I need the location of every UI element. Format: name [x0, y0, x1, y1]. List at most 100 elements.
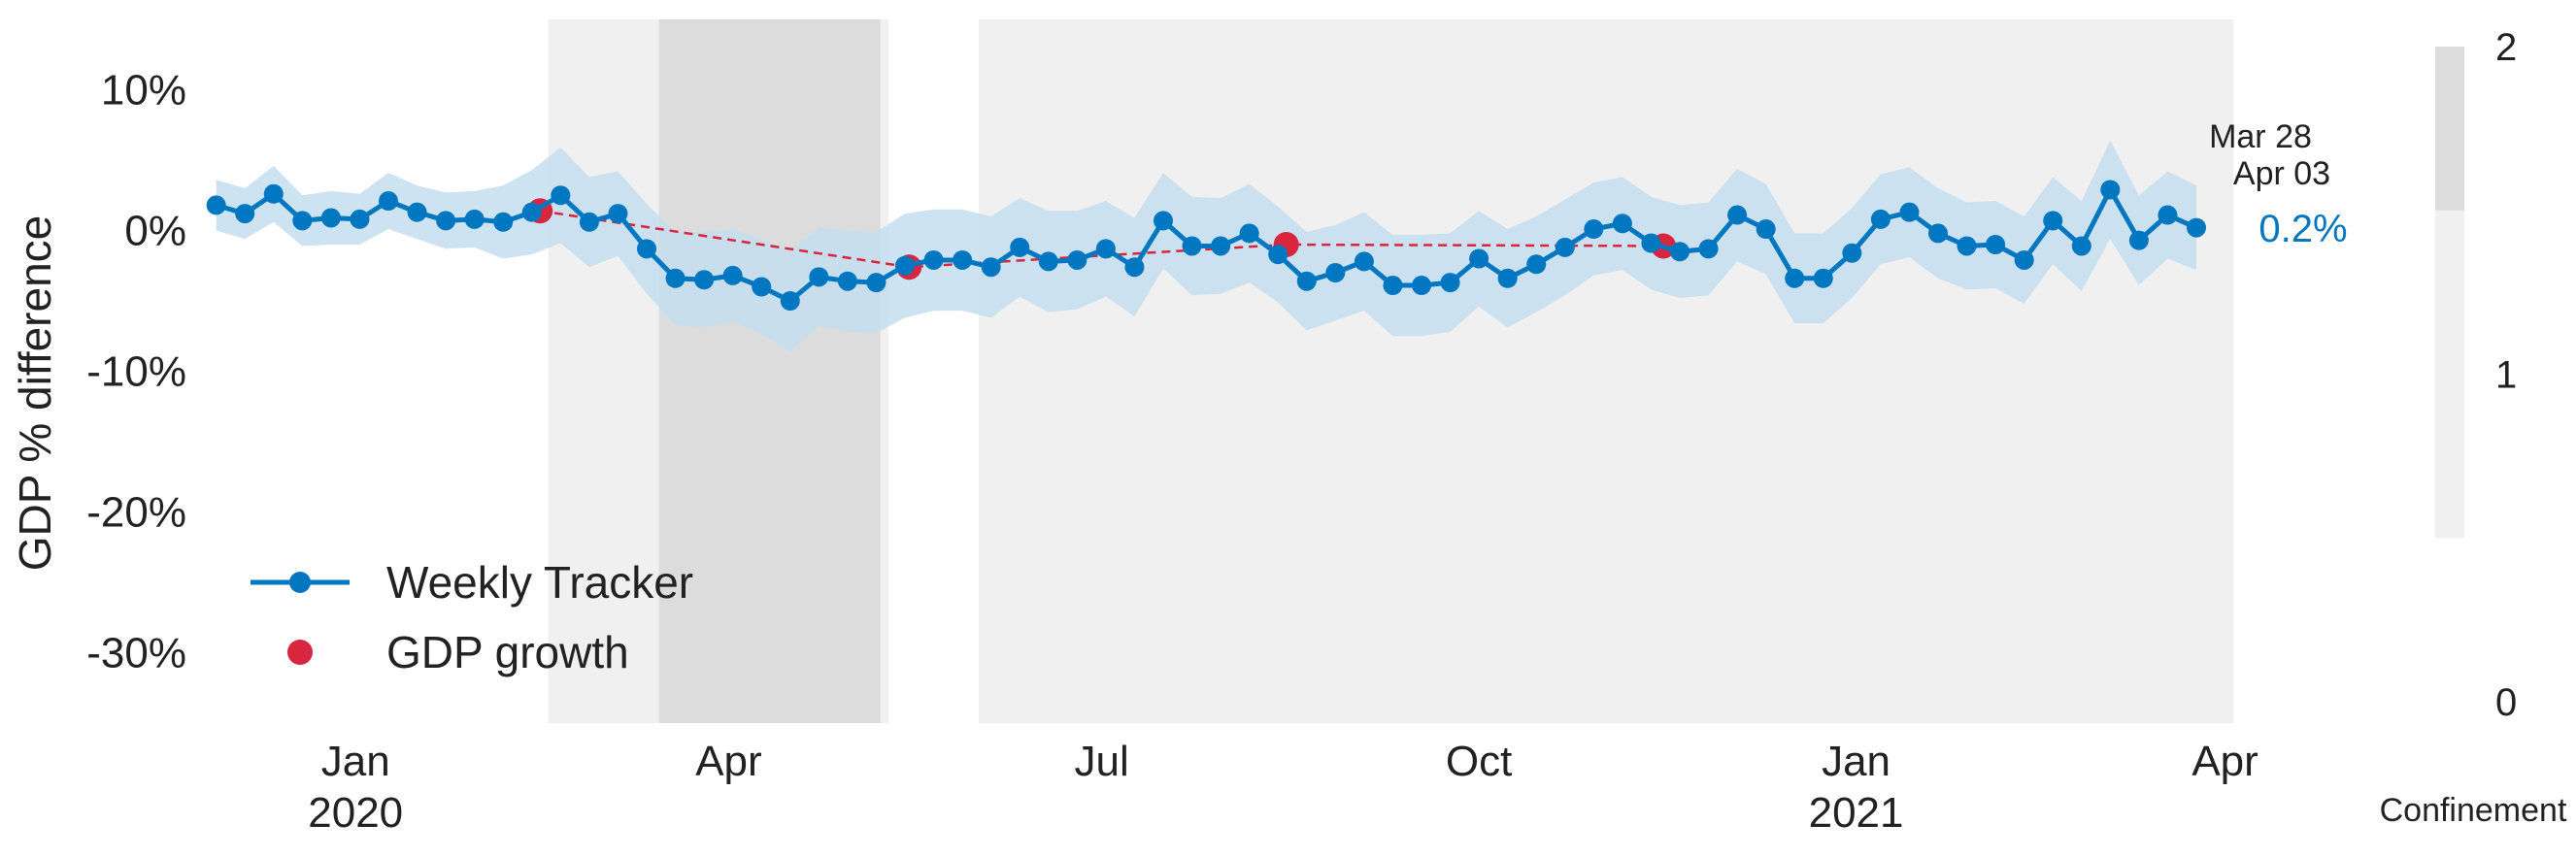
x-tick-label: Oct — [1446, 738, 1512, 785]
tracker-point-34 — [1154, 211, 1173, 231]
tracker-point-56 — [1785, 268, 1805, 288]
x-tick-label: Jan — [321, 738, 390, 785]
confinement-scale-tick: 0 — [2495, 681, 2517, 724]
tracker-point-13 — [551, 185, 571, 206]
tracker-point-37 — [1239, 223, 1259, 244]
legend: Weekly Tracker GDP growth — [251, 557, 693, 677]
y-tick-label: -10% — [86, 348, 186, 396]
y-tick-label: 10% — [101, 67, 186, 115]
tracker-point-15 — [608, 204, 628, 224]
y-axis-label: GDP % difference — [10, 215, 60, 572]
y-tick-label: -30% — [86, 630, 186, 677]
tracker-point-66 — [2071, 236, 2091, 256]
tracker-point-51 — [1641, 233, 1661, 253]
weekly-tracker-series — [206, 180, 2206, 311]
tracker-point-5 — [320, 208, 341, 228]
tracker-point-58 — [1842, 243, 1862, 263]
tracker-point-9 — [436, 211, 456, 231]
tracker-point-69 — [2158, 205, 2178, 225]
tracker-point-24 — [866, 273, 887, 293]
tracker-point-23 — [837, 271, 857, 291]
date-annotation-line2: Apr 03 — [2233, 155, 2330, 192]
tracker-point-62 — [1957, 236, 1977, 256]
x-tick-label: Jan — [1822, 738, 1890, 785]
tracker-point-25 — [895, 255, 915, 276]
tracker-point-10 — [464, 209, 485, 229]
tracker-point-64 — [2014, 249, 2034, 270]
tracker-point-48 — [1555, 237, 1575, 257]
x-tick-label: Apr — [695, 738, 761, 785]
tracker-point-59 — [1870, 209, 1890, 229]
tracker-point-42 — [1383, 276, 1403, 296]
tracker-point-32 — [1095, 239, 1116, 259]
tracker-point-21 — [780, 291, 800, 311]
tracker-point-61 — [1928, 223, 1948, 244]
tracker-point-30 — [1038, 251, 1058, 272]
confinement-label: Confinement — [2380, 792, 2567, 829]
tracker-point-18 — [694, 270, 715, 290]
legend-tracker-label: Weekly Tracker — [386, 557, 693, 608]
tracker-point-54 — [1727, 205, 1748, 225]
tracker-point-2 — [235, 204, 255, 224]
tracker-point-3 — [263, 183, 284, 204]
y-tick-label: 0% — [124, 208, 186, 255]
tracker-point-7 — [379, 191, 398, 212]
tracker-point-36 — [1211, 236, 1231, 256]
tracker-point-63 — [1986, 235, 2006, 254]
tracker-point-33 — [1124, 257, 1145, 278]
tracker-point-4 — [292, 211, 313, 231]
tracker-point-41 — [1354, 251, 1374, 272]
tracker-point-38 — [1268, 245, 1288, 265]
tracker-point-53 — [1698, 239, 1719, 259]
confinement-period-3 — [979, 19, 2233, 723]
tracker-point-26 — [923, 249, 944, 270]
tracker-point-44 — [1440, 273, 1460, 293]
tracker-point-47 — [1526, 254, 1547, 275]
date-annotation-line1: Mar 28 — [2209, 118, 2312, 155]
latest-value-label: 0.2% — [2258, 208, 2347, 250]
tracker-point-60 — [1899, 202, 1920, 222]
tracker-point-17 — [665, 268, 686, 288]
confinement-scale: 2 1 0 — [2435, 26, 2517, 724]
tracker-point-50 — [1612, 214, 1632, 234]
legend-gdp-marker — [287, 640, 313, 665]
tracker-point-22 — [809, 267, 829, 287]
tracker-point-8 — [407, 202, 427, 222]
confinement-shading — [548, 19, 2233, 723]
tracker-point-16 — [637, 239, 656, 259]
x-tick-year: 2021 — [1809, 789, 1904, 837]
tracker-point-43 — [1412, 276, 1431, 296]
y-tick-label: -20% — [86, 489, 186, 537]
tracker-point-57 — [1813, 268, 1833, 288]
tracker-point-65 — [2043, 211, 2063, 231]
legend-tracker-marker — [289, 572, 311, 593]
tracker-point-46 — [1497, 268, 1518, 288]
gdp-growth-line — [540, 209, 1664, 269]
tracker-point-27 — [953, 249, 973, 270]
tracker-point-14 — [579, 212, 599, 232]
tracker-point-1 — [206, 195, 226, 215]
legend-gdp-label: GDP growth — [386, 627, 629, 677]
x-tick-year: 2020 — [308, 789, 403, 837]
tracker-point-20 — [752, 277, 772, 297]
tracker-point-39 — [1296, 271, 1317, 291]
y-axis: 10% 0% -10% -20% -30% — [86, 67, 186, 677]
tracker-line — [215, 186, 2198, 304]
tracker-point-12 — [521, 202, 542, 222]
tracker-point-45 — [1469, 248, 1489, 269]
tracker-point-29 — [1010, 237, 1030, 257]
tracker-point-28 — [981, 257, 1001, 278]
confinement-scale-tick: 1 — [2495, 354, 2517, 397]
tracker-point-11 — [493, 212, 514, 232]
tracker-point-6 — [350, 209, 370, 229]
tracker-point-67 — [2100, 180, 2121, 200]
tracker-point-68 — [2128, 230, 2149, 250]
x-tick-label: Apr — [2191, 738, 2258, 785]
confinement-scale-level-2 — [2435, 47, 2464, 211]
tracker-point-35 — [1182, 236, 1202, 256]
tracker-point-19 — [722, 265, 743, 285]
confinement-period-2 — [658, 19, 881, 723]
tracker-point-49 — [1584, 219, 1604, 240]
